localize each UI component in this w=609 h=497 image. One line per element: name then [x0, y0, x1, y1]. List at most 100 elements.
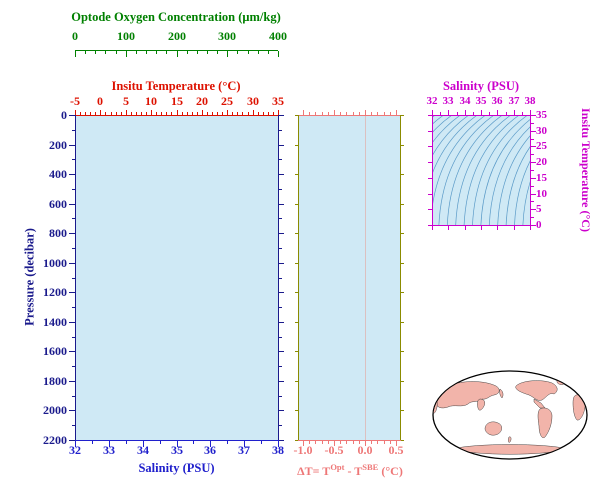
delta-left-minor-tick — [295, 174, 298, 175]
ts-temperature-tick-label: 30 — [536, 125, 547, 137]
ts-temperature-minor-tick — [531, 170, 534, 171]
ts-temperature-major-tick — [531, 225, 536, 226]
oxygen-minor-tick — [207, 51, 208, 54]
pressure-major-tick-right — [279, 174, 284, 175]
pressure-minor-tick-right — [279, 159, 282, 160]
ts-temperature-major-tick — [531, 194, 536, 195]
pressure-major-tick — [69, 351, 75, 352]
delta-minor-tick-top — [340, 112, 341, 115]
ts-salinity-major-tick — [448, 110, 449, 115]
temperature-minor-tick — [136, 112, 137, 115]
pressure-major-tick-right — [279, 233, 284, 234]
ts-salinity-major-tick-bottom — [481, 226, 482, 230]
temperature-tick-label: 25 — [221, 94, 233, 108]
salinity-major-tick — [177, 441, 178, 447]
temperature-tick-label: 30 — [247, 94, 259, 108]
ts-salinity-tick-label: 37 — [508, 95, 520, 107]
pressure-major-tick — [69, 410, 75, 411]
pressure-major-tick — [69, 263, 75, 264]
temperature-minor-tick — [116, 112, 117, 115]
delta-major-tick — [303, 441, 304, 446]
temperature-minor-tick — [90, 112, 91, 115]
delta-minor-tick — [353, 441, 354, 444]
ts-temperature-major-tick-left — [428, 131, 432, 132]
oxygen-minor-tick — [95, 51, 96, 54]
pressure-minor-tick-right — [279, 218, 282, 219]
ts-salinity-major-tick-bottom — [448, 226, 449, 230]
profile-plot-area — [75, 115, 278, 440]
delta-minor-tick — [346, 441, 347, 444]
pressure-major-tick-right — [279, 351, 284, 352]
pressure-major-tick-right — [279, 322, 284, 323]
pressure-axis-line-right — [278, 115, 279, 440]
temperature-major-tick — [75, 110, 76, 115]
temperature-minor-tick — [131, 112, 132, 115]
delta-minor-tick-top — [315, 112, 316, 115]
oxygen-minor-tick — [146, 51, 147, 54]
delta-minor-tick — [390, 441, 391, 444]
ts-temperature-major-tick-left — [428, 209, 432, 210]
pressure-major-tick — [69, 174, 75, 175]
temperature-minor-tick — [268, 112, 269, 115]
delta-minor-tick — [309, 441, 310, 444]
delta-left-minor-tick — [295, 204, 298, 205]
temperature-tick-label: 0 — [97, 94, 103, 108]
ts-salinity-major-tick-bottom — [514, 226, 515, 230]
ts-salinity-minor-tick — [440, 112, 441, 115]
ts-salinity-tick-label: 38 — [524, 95, 536, 107]
pressure-tick-label: 1600 — [43, 344, 67, 358]
pressure-major-tick — [69, 145, 75, 146]
isopycnal-line — [488, 126, 530, 225]
isopycnal-line — [497, 135, 530, 225]
salinity-major-tick — [278, 441, 279, 447]
pressure-tick-label: 1000 — [43, 256, 67, 270]
pressure-minor-tick — [72, 278, 75, 279]
temperature-minor-tick — [146, 112, 147, 115]
delta-right-minor-tick — [401, 322, 404, 323]
isopycnal-line — [463, 115, 520, 225]
delta-minor-tick-top — [353, 112, 354, 115]
temperature-minor-tick — [161, 112, 162, 115]
ts-salinity-major-tick-bottom — [497, 226, 498, 230]
temperature-minor-tick — [85, 112, 86, 115]
salinity-axis-title: Salinity (PSU) — [138, 461, 215, 475]
pressure-minor-tick-right — [279, 248, 282, 249]
temperature-tick-label: -5 — [70, 94, 80, 108]
pressure-tick-label: 2200 — [43, 433, 67, 447]
pressure-major-tick-right — [279, 263, 284, 264]
temperature-axis-title: Insitu Temperature (°C) — [111, 79, 241, 93]
delta-major-tick-top — [334, 110, 335, 115]
temperature-minor-tick — [111, 112, 112, 115]
ts-temperature-minor-tick — [531, 217, 534, 218]
salinity-minor-tick — [160, 441, 161, 444]
ts-temperature-major-tick-left — [428, 194, 432, 195]
oxygen-tick-label: 100 — [117, 29, 135, 43]
delta-minor-tick-top — [371, 112, 372, 115]
temperature-axis-line — [75, 115, 278, 116]
delta-left-minor-tick — [295, 440, 298, 441]
oxygen-major-tick — [177, 51, 178, 57]
oxygen-minor-tick — [197, 51, 198, 54]
pressure-minor-tick — [72, 248, 75, 249]
pressure-minor-tick-right — [279, 130, 282, 131]
pressure-tick-label: 200 — [49, 138, 67, 152]
salinity-minor-tick — [227, 441, 228, 444]
delta-left-minor-tick — [295, 381, 298, 382]
temperature-minor-tick — [222, 112, 223, 115]
ts-salinity-minor-tick — [506, 112, 507, 115]
delta-right-minor-tick — [401, 351, 404, 352]
pressure-minor-tick — [72, 396, 75, 397]
oxygen-minor-tick — [136, 51, 137, 54]
pressure-major-tick-right — [279, 145, 284, 146]
delta-minor-tick — [371, 441, 372, 444]
delta-left-minor-tick — [295, 233, 298, 234]
delta-minor-tick-top — [309, 112, 310, 115]
pressure-major-tick — [69, 440, 75, 441]
temperature-minor-tick — [217, 112, 218, 115]
temperature-minor-tick — [141, 112, 142, 115]
salinity-major-tick — [210, 441, 211, 447]
ts-temperature-tick-label: 35 — [536, 109, 547, 121]
temperature-minor-tick — [263, 112, 264, 115]
map-land-new-zealand — [508, 436, 512, 443]
delta-t-plot-area — [298, 115, 400, 440]
